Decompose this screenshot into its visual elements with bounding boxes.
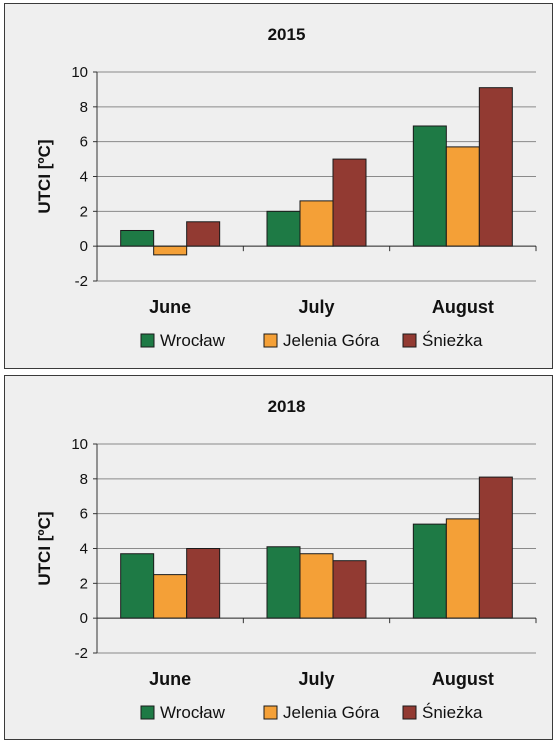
bar-july-1 (266, 546, 301, 619)
legend-label: Jelenia Góra (283, 703, 380, 722)
legend-swatch (402, 333, 417, 348)
legend-label: Śnieżka (422, 331, 483, 350)
chart-title: 2015 (268, 25, 306, 44)
legend-label: Wrocław (160, 331, 226, 350)
y-tick-label: 0 (80, 610, 88, 627)
chart-2015: 2015 -2 0 2 4 6 8 10 UTCI [ºC] June July August Wroc… (35, 25, 537, 350)
bar-june-2 (153, 245, 188, 256)
legend-label: Wrocław (160, 703, 226, 722)
bar-july-1 (266, 210, 301, 247)
chart-panel-2018: 2018 -2 0 2 4 6 8 10 UTCI [ºC] June July August Wroc… (4, 375, 553, 740)
chart-panel-2015: 2015 -2 0 2 4 6 8 10 UTCI [ºC] June July August Wroc… (4, 3, 553, 369)
y-tick-label: -2 (75, 273, 88, 290)
bar-july-2 (299, 200, 334, 247)
bar-july-2 (299, 553, 334, 619)
bar-august-3 (478, 476, 513, 619)
bar-june-1 (120, 229, 155, 247)
y-tick-label: 2 (80, 203, 88, 220)
legend-swatch (402, 705, 417, 720)
bar-june-2 (153, 574, 188, 619)
bar-august-1 (412, 523, 447, 619)
chart-2018: 2018 -2 0 2 4 6 8 10 UTCI [ºC] June July August Wroc… (35, 397, 537, 722)
x-category-label: July (298, 297, 334, 317)
y-tick-label: 4 (80, 169, 88, 186)
chart-title: 2018 (268, 397, 306, 416)
x-category-label: August (432, 297, 494, 317)
bar-june-3 (186, 548, 221, 619)
y-tick-label: 8 (80, 99, 88, 116)
bar-august-2 (445, 518, 480, 619)
legend-swatch (140, 705, 155, 720)
y-tick-label: -2 (75, 645, 88, 662)
y-tick-label: 4 (80, 541, 88, 558)
x-category-label: June (149, 297, 191, 317)
y-axis-label: UTCI [ºC] (35, 511, 54, 585)
y-tick-label: 10 (71, 64, 88, 81)
legend-swatch (140, 333, 155, 348)
bar-june-1 (120, 553, 155, 619)
y-tick-label: 10 (71, 436, 88, 453)
x-category-label: July (298, 669, 334, 689)
x-category-label: August (432, 669, 494, 689)
legend-swatch (263, 333, 278, 348)
y-axis-label: UTCI [ºC] (35, 139, 54, 213)
bar-july-3 (332, 560, 367, 619)
bar-august-2 (445, 146, 480, 247)
y-tick-label: 6 (80, 134, 88, 151)
bar-august-3 (478, 87, 513, 247)
y-tick-label: 2 (80, 575, 88, 592)
y-tick-label: 6 (80, 506, 88, 523)
legend-swatch (263, 705, 278, 720)
legend-label: Śnieżka (422, 703, 483, 722)
bar-august-1 (412, 125, 447, 247)
y-tick-label: 8 (80, 471, 88, 488)
legend-label: Jelenia Góra (283, 331, 380, 350)
bar-june-3 (186, 221, 221, 247)
y-tick-label: 0 (80, 238, 88, 255)
bar-july-3 (332, 158, 367, 247)
x-category-label: June (149, 669, 191, 689)
